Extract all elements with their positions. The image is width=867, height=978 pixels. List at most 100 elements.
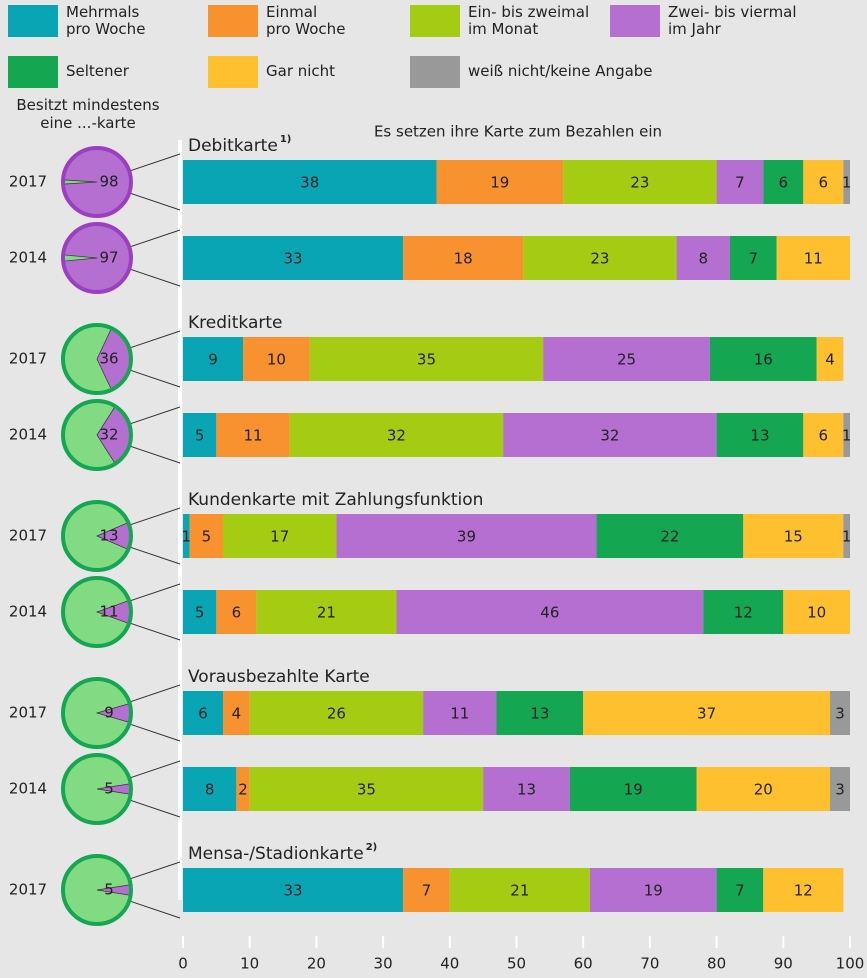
row-label: 2014 xyxy=(9,426,47,444)
bar-segment xyxy=(783,590,850,634)
bar-segment xyxy=(589,868,717,912)
pie-border xyxy=(61,222,133,294)
bar-segment xyxy=(703,590,784,634)
bar-value-label: 10 xyxy=(267,351,286,369)
bar-segment xyxy=(776,236,850,280)
legend-swatch xyxy=(410,5,460,37)
bar-segment xyxy=(436,160,564,204)
legend-swatch xyxy=(208,56,258,88)
pie-label: 11 xyxy=(99,603,118,621)
ownership-label: Besitzt mindestens eine ...-karte xyxy=(16,96,160,132)
bar-value-label: 11 xyxy=(804,250,823,268)
bar-value-label: 13 xyxy=(530,705,549,723)
bar-segment xyxy=(716,868,764,912)
bar-value-label: 7 xyxy=(749,250,759,268)
group-title-text: Debitkarte xyxy=(188,136,278,156)
bar-segment xyxy=(183,514,190,558)
bar-segment xyxy=(183,691,224,735)
row-label: 2017 xyxy=(9,881,47,899)
legend-swatch xyxy=(8,5,58,37)
pie-border xyxy=(61,146,133,218)
bar-value-label: 19 xyxy=(624,781,643,799)
bar-segment xyxy=(676,236,730,280)
bar-value-label: 6 xyxy=(819,427,829,445)
bar-segment xyxy=(336,514,597,558)
legend-label: weiß nicht/keine Angabe xyxy=(468,62,653,80)
bar-value-label: 38 xyxy=(300,174,319,192)
legend-swatch xyxy=(8,56,58,88)
legend-swatch xyxy=(208,5,258,37)
bar-segment xyxy=(396,590,704,634)
bar-segment xyxy=(483,767,570,811)
bar-value-label: 6 xyxy=(232,604,242,622)
group-title-text: Kundenkarte mit Zahlungsfunktion xyxy=(188,490,483,510)
bar-value-label: 6 xyxy=(819,174,829,192)
pie-label: 97 xyxy=(99,249,118,267)
bar-value-label: 35 xyxy=(357,781,376,799)
x-tick-label: 10 xyxy=(240,955,259,973)
bar-segment xyxy=(803,413,844,457)
bar-value-label: 23 xyxy=(630,174,649,192)
bar-segment xyxy=(289,413,504,457)
x-tick-label: 0 xyxy=(178,955,188,973)
pie-label: 9 xyxy=(104,704,114,722)
x-tick-label: 100 xyxy=(836,955,865,973)
bar-value-label: 26 xyxy=(327,705,346,723)
bar-value-label: 13 xyxy=(517,781,536,799)
bar-value-label: 1 xyxy=(842,174,852,192)
bar-value-label: 20 xyxy=(754,781,773,799)
legend-swatch xyxy=(410,56,460,88)
bar-value-label: 25 xyxy=(617,351,636,369)
bar-segment xyxy=(403,868,450,912)
bar-segment xyxy=(183,236,404,280)
row-label: 2017 xyxy=(9,704,47,722)
bar-value-label: 17 xyxy=(270,528,289,546)
bar-value-label: 32 xyxy=(600,427,619,445)
pie-label: 32 xyxy=(99,426,118,444)
group-title: Kundenkarte mit Zahlungsfunktion xyxy=(188,490,483,510)
pie-label: 98 xyxy=(99,173,118,191)
bar-segment xyxy=(523,236,677,280)
bar-value-label: 3 xyxy=(835,705,845,723)
bar-segment xyxy=(183,413,217,457)
bar-segment xyxy=(183,868,404,912)
group-note: 2) xyxy=(366,842,378,853)
bar-segment xyxy=(583,691,830,735)
pie-border xyxy=(61,500,133,572)
legend-label: Seltener xyxy=(66,62,129,80)
bar-value-label: 5 xyxy=(195,427,205,445)
group-title: Debitkarte 1) xyxy=(188,134,291,156)
bar-segment xyxy=(449,868,590,912)
bar-value-label: 11 xyxy=(450,705,469,723)
bar-segment xyxy=(496,691,584,735)
bar-value-label: 18 xyxy=(454,250,473,268)
group-note: 1) xyxy=(280,134,292,145)
bar-segment xyxy=(183,590,217,634)
bar-segment xyxy=(249,691,424,735)
bar-segment xyxy=(743,514,844,558)
group-title-text: Mensa-/Stadionkarte xyxy=(188,844,364,864)
x-tick-label: 70 xyxy=(640,955,659,973)
bar-value-label: 39 xyxy=(457,528,476,546)
bar-segment xyxy=(543,337,710,381)
x-tick-label: 20 xyxy=(307,955,326,973)
pie-border xyxy=(61,323,133,395)
bar-value-label: 8 xyxy=(205,781,215,799)
bar-value-label: 7 xyxy=(735,174,745,192)
group-title: Mensa-/Stadionkarte 2) xyxy=(188,842,377,864)
bar-value-label: 8 xyxy=(698,250,708,268)
bar-segment xyxy=(216,413,290,457)
bar-value-label: 33 xyxy=(284,882,303,900)
bar-value-label: 6 xyxy=(198,705,208,723)
bar-segment xyxy=(503,413,717,457)
legend-label: Zwei- bis viermal im Jahr xyxy=(668,3,797,38)
pie-border xyxy=(61,753,133,825)
bar-value-label: 11 xyxy=(243,427,262,445)
bar-value-label: 13 xyxy=(750,427,769,445)
group-title: Kreditkarte xyxy=(188,313,282,333)
pie-border xyxy=(61,677,133,749)
bar-segment xyxy=(569,767,697,811)
bar-segment xyxy=(563,160,717,204)
bar-value-label: 12 xyxy=(794,882,813,900)
